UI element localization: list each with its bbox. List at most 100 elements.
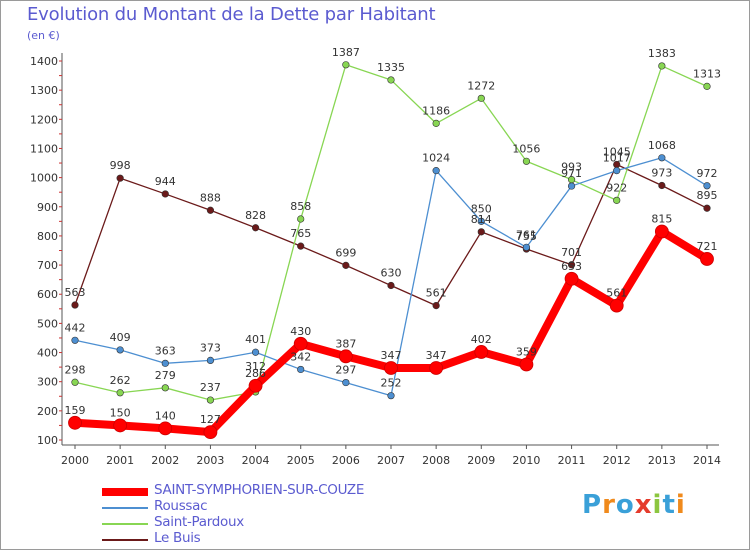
data-label: 127 [200,413,221,426]
y-tick-label: 100 [37,434,58,447]
y-tick-label: 1400 [30,55,58,68]
data-point [113,418,128,433]
data-point [477,94,485,102]
data-point [432,302,440,310]
series-line-saint-symphorien-sur-couze [71,227,711,437]
data-point [206,206,215,214]
data-label: 262 [110,374,131,387]
y-tick-label: 300 [37,376,58,389]
data-point [432,119,440,127]
data-point [654,224,669,239]
data-label: 850 [471,202,492,215]
data-point [613,167,621,175]
data-point [474,345,489,359]
y-tick-label: 1300 [30,84,58,97]
data-point [522,243,531,251]
data-label: 252 [381,377,402,390]
x-tick-label: 2005 [287,454,315,467]
data-label: 402 [471,333,492,346]
x-tick-label: 2013 [648,454,676,467]
data-point [700,252,714,266]
data-point [567,261,576,269]
data-label: 1068 [648,139,676,152]
legend-label: SAINT-SYMPHORIEN-SUR-COUZE [154,482,365,498]
data-label: 298 [65,363,86,376]
axes: 100 200 300 400 500 600 700 800 900 1000 1100 1200 1… [30,53,721,467]
data-label: 363 [155,344,176,357]
data-label: 761 [516,228,537,241]
data-label: 828 [245,209,266,222]
data-label: 998 [110,159,131,172]
data-label: 237 [200,381,221,394]
legend: SAINT-SYMPHORIEN-SUR-COUZE Roussac Saint… [102,482,422,548]
legend-item-roussac: Roussac [102,498,422,516]
y-tick-label: 500 [37,317,58,330]
data-point [567,182,576,190]
x-tick-label: 2010 [512,454,540,467]
data-point [477,228,485,236]
x-tick-label: 2014 [693,454,721,467]
unit-label: (en €) [27,29,60,42]
data-point [158,421,173,436]
data-label: 140 [155,409,176,422]
data-label: 279 [155,369,176,382]
legend-item-saint-pardoux: Saint-Pardoux [102,514,422,532]
logo-letter: r [602,490,616,520]
data-label: 442 [65,321,86,334]
data-label: 973 [651,166,672,179]
data-point [71,378,79,386]
x-tick-label: 2000 [61,454,89,467]
data-point [703,204,711,212]
data-label: 888 [200,191,221,204]
legend-swatch [102,488,148,496]
data-label: 858 [290,200,311,213]
data-point [116,174,124,182]
data-label: 1313 [693,67,721,80]
data-point [71,336,79,344]
logo-letter: t [662,490,676,520]
legend-item-saint-symphorien: SAINT-SYMPHORIEN-SUR-COUZE [102,482,422,500]
data-point [387,392,395,400]
data-label: 561 [606,287,627,300]
legend-label: Saint-Pardoux [154,514,244,530]
data-point [68,415,82,430]
data-point [658,154,666,162]
data-label: 814 [471,213,492,226]
data-label: 1186 [422,104,450,117]
data-point [116,389,124,397]
x-tick-label: 2003 [196,454,224,467]
x-tick-label: 2002 [151,454,179,467]
data-label: 561 [426,287,447,300]
data-point [342,261,350,269]
y-tick-label: 700 [37,259,58,272]
data-point [338,349,353,364]
data-label: 347 [381,349,402,362]
data-point [432,167,440,175]
legend-swatch [102,523,148,525]
data-point [387,281,395,290]
y-tick-label: 1000 [30,172,58,185]
data-point [564,271,579,286]
data-point [251,224,260,232]
x-tick-label: 2012 [603,454,631,467]
data-point [519,357,534,372]
data-label: 1017 [603,152,631,165]
legend-swatch [102,507,148,509]
data-point [522,157,531,165]
data-point [613,196,621,204]
data-label: 286 [245,367,266,380]
data-label: 1272 [467,79,495,92]
data-label: 653 [561,260,582,273]
proxiti-logo: Proxiti [582,490,686,520]
x-tick-label: 2001 [106,454,134,467]
data-label: 971 [561,167,582,180]
logo-letter: i [652,490,663,520]
data-label: 1383 [648,47,676,60]
data-label: 342 [290,350,311,363]
data-point [477,217,485,225]
data-label: 359 [516,345,537,358]
data-label: 755 [516,230,537,243]
x-tick-label: 2004 [242,454,270,467]
data-point [658,62,666,70]
data-label: 895 [697,189,718,202]
